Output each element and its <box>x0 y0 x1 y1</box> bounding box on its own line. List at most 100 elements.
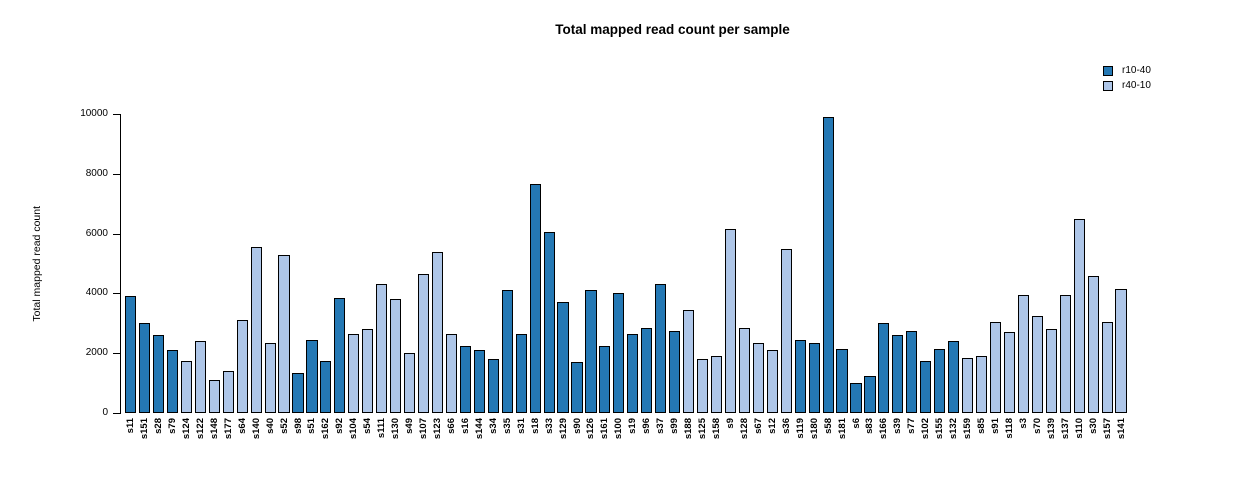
bar-s122 <box>194 341 206 413</box>
bar-s180 <box>808 342 820 413</box>
bar-s54 <box>362 329 374 413</box>
x-tick-label: s125 <box>697 418 709 440</box>
bar-s161 <box>599 345 611 413</box>
x-tick-label: s100 <box>613 418 625 440</box>
bar-s52 <box>278 254 290 413</box>
bar-s132 <box>948 341 960 413</box>
x-tick-label: s12 <box>766 418 778 434</box>
x-tick-label: s3 <box>1017 418 1029 429</box>
bar-s126 <box>585 290 597 413</box>
bar-s34 <box>487 359 499 413</box>
bar-s139 <box>1045 329 1057 413</box>
x-tick-label: s119 <box>794 418 806 439</box>
x-tick-label: s157 <box>1101 418 1113 440</box>
x-tick-label: s30 <box>1087 418 1099 434</box>
bar-s85 <box>975 356 988 413</box>
x-tick-label: s49 <box>404 418 416 434</box>
x-tick-label: s54 <box>362 418 374 434</box>
bar-s40 <box>264 342 276 413</box>
bar-s90 <box>571 362 583 413</box>
bar-s31 <box>515 333 527 413</box>
bar-s159 <box>962 357 974 413</box>
x-tick-label: s96 <box>641 418 653 434</box>
x-tick-label: s37 <box>655 418 667 434</box>
bar-s125 <box>696 359 709 413</box>
bar-s36 <box>780 248 792 413</box>
y-tick-label: 4000 <box>85 287 108 299</box>
x-tick-label: s151 <box>139 418 151 440</box>
x-tick-label: s123 <box>432 418 443 440</box>
x-tick-label: s129 <box>557 418 569 440</box>
x-tick-label: s34 <box>487 418 499 434</box>
x-tick-label: s148 <box>208 418 220 440</box>
bar-s96 <box>641 327 653 413</box>
x-tick-label: s70 <box>1031 418 1043 434</box>
bar-s39 <box>892 335 904 413</box>
x-tick-label: s28 <box>153 418 164 434</box>
bar-s181 <box>836 348 848 413</box>
x-tick-label: s18 <box>529 418 541 434</box>
x-tick-label: s122 <box>194 418 206 440</box>
x-tick-label: s39 <box>892 418 904 434</box>
bar-s151 <box>138 323 151 413</box>
bar-s30 <box>1087 275 1099 413</box>
bar-s16 <box>459 345 471 413</box>
bar-s141 <box>1115 288 1127 413</box>
bar-s162 <box>320 360 332 413</box>
x-tick-label: s19 <box>627 418 639 434</box>
x-tick-label: s181 <box>836 418 848 440</box>
y-axis-line <box>120 114 121 414</box>
bar-s91 <box>989 321 1002 413</box>
legend: r10-40 r40-10 <box>1103 63 1151 93</box>
legend-item-r40-10: r40-10 <box>1103 78 1151 93</box>
x-tick-label: s162 <box>320 418 332 440</box>
x-tick-label: s6 <box>850 418 862 429</box>
x-tick-label: s104 <box>348 418 360 440</box>
bar-s28 <box>152 335 165 413</box>
x-tick-label: s110 <box>1073 418 1085 439</box>
y-tick-mark <box>113 114 120 115</box>
x-tick-label: s79 <box>166 418 178 434</box>
bar-s119 <box>794 339 806 413</box>
bar-s128 <box>738 327 750 413</box>
bar-s18 <box>529 184 541 413</box>
bar-s37 <box>655 284 667 413</box>
plot-area <box>120 114 1135 413</box>
y-tick-mark <box>113 173 120 175</box>
y-axis-title: Total mapped read count <box>31 205 43 322</box>
bar-s9 <box>724 229 737 413</box>
x-tick-label: s159 <box>962 418 974 440</box>
bar-s98 <box>292 372 304 413</box>
x-tick-label: s118 <box>1003 418 1015 439</box>
bar-s3 <box>1017 294 1029 413</box>
y-tick-label: 0 <box>102 407 108 418</box>
y-axis-title-wrap: Total mapped read count <box>30 114 44 413</box>
x-tick-label: s99 <box>669 418 681 434</box>
bar-s104 <box>348 333 360 413</box>
legend-swatch-icon <box>1103 65 1113 76</box>
x-tick-label: s141 <box>1115 418 1127 440</box>
bar-s6 <box>850 383 862 413</box>
x-tick-label: s124 <box>180 418 192 440</box>
x-tick-label: s130 <box>390 418 402 440</box>
x-tick-label: s66 <box>445 418 457 434</box>
x-tick-label: s85 <box>976 418 988 434</box>
x-tick-label: s90 <box>571 418 583 434</box>
x-tick-label: s102 <box>920 418 932 440</box>
chart-title: Total mapped read count per sample <box>555 22 790 37</box>
bar-s99 <box>669 330 681 413</box>
bar-s124 <box>180 360 192 413</box>
bar-s140 <box>250 247 262 413</box>
x-tick-label: s35 <box>501 418 513 434</box>
bar-s67 <box>752 342 764 413</box>
y-tick-label: 6000 <box>85 227 108 239</box>
y-tick-label: 2000 <box>85 347 108 359</box>
x-tick-label: s107 <box>418 418 430 440</box>
bar-s77 <box>906 330 918 413</box>
bar-s130 <box>390 299 402 413</box>
bar-s12 <box>766 350 778 413</box>
x-tick-label: s92 <box>334 418 346 434</box>
bar-s83 <box>864 375 876 413</box>
y-tick-label: 8000 <box>85 167 108 179</box>
